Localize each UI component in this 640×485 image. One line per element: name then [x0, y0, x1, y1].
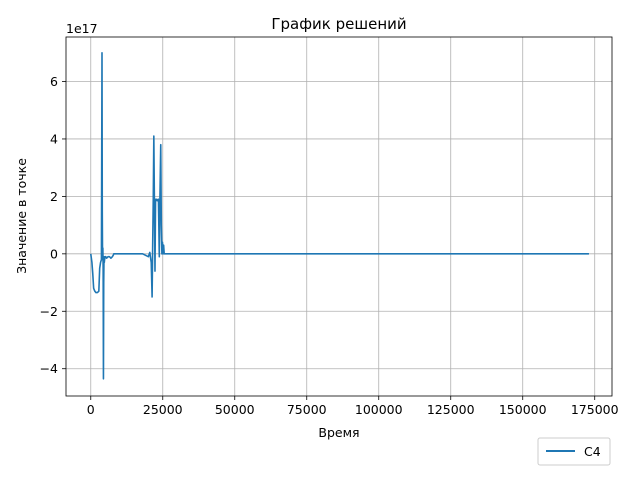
x-tick: 175000 [571, 396, 619, 417]
x-tick: 0 [87, 396, 95, 417]
x-tick-label: 0 [87, 402, 95, 417]
y-axis-label: Значение в точке [14, 158, 29, 274]
x-tick: 25000 [143, 396, 183, 417]
series-line-c4 [89, 51, 589, 380]
x-tick-label: 50000 [215, 402, 255, 417]
y-tick-label: 4 [50, 131, 58, 146]
y-tick-label: 6 [50, 74, 58, 89]
x-tick-label: 75000 [287, 402, 327, 417]
y-tick: 0 [50, 246, 66, 261]
x-tick: 100000 [355, 396, 403, 417]
y-tick: −4 [40, 361, 66, 376]
series-layer [89, 51, 589, 380]
x-tick-label: 125000 [427, 402, 475, 417]
y-tick: −2 [40, 304, 66, 319]
y-tick-label: −2 [40, 304, 58, 319]
y-tick: 6 [50, 74, 66, 89]
legend-label: C4 [584, 444, 601, 459]
legend: C4 [537, 437, 611, 466]
x-axis: 0 25000 50000 75000 100000 125000 150000 175000 [87, 396, 619, 417]
plot-frame [65, 36, 613, 397]
y-tick-label: 2 [50, 189, 58, 204]
y-tick: 4 [50, 131, 66, 146]
y-tick-label: −4 [40, 361, 58, 376]
x-tick: 75000 [287, 396, 327, 417]
x-tick: 125000 [427, 396, 475, 417]
x-tick-label: 100000 [355, 402, 403, 417]
grid [66, 37, 612, 396]
y-tick: 2 [50, 189, 66, 204]
chart-title: График решений [271, 15, 406, 33]
x-tick-label: 25000 [143, 402, 183, 417]
y-axis: −4 −2 0 2 4 6 [40, 74, 66, 376]
x-tick-label: 150000 [499, 402, 547, 417]
x-tick: 150000 [499, 396, 547, 417]
y-tick-label: 0 [50, 246, 58, 261]
x-tick: 50000 [215, 396, 255, 417]
x-axis-label: Время [318, 425, 359, 440]
plot-area [66, 37, 612, 396]
x-tick-label: 175000 [571, 402, 619, 417]
y-offset-text: 1e17 [66, 21, 98, 36]
